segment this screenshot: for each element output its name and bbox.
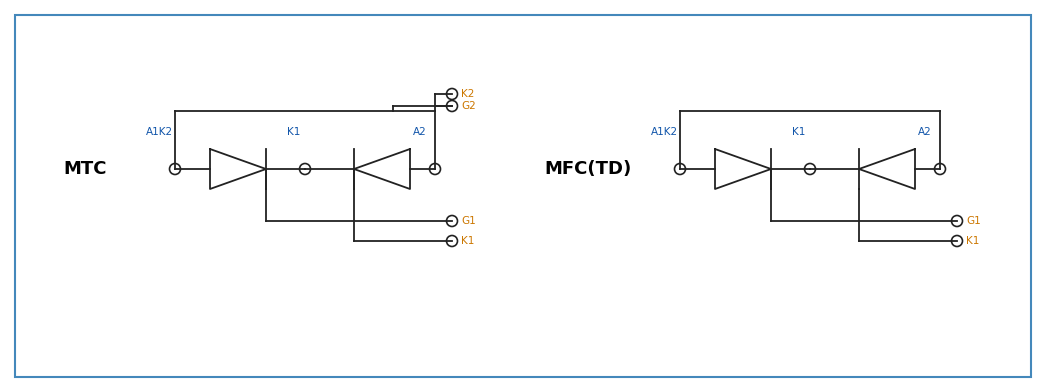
Text: MTC: MTC <box>63 160 107 178</box>
Text: K1: K1 <box>967 236 979 246</box>
Text: K2: K2 <box>461 89 475 99</box>
Text: K1: K1 <box>792 127 805 137</box>
Text: K1: K1 <box>461 236 475 246</box>
Text: A1K2: A1K2 <box>145 127 173 137</box>
Text: K1: K1 <box>287 127 300 137</box>
Text: MFC(TD): MFC(TD) <box>544 160 632 178</box>
Text: G1: G1 <box>461 216 476 226</box>
Text: A2: A2 <box>918 127 932 137</box>
Text: A2: A2 <box>413 127 427 137</box>
Text: G2: G2 <box>461 101 476 111</box>
Text: G1: G1 <box>967 216 981 226</box>
Text: A1K2: A1K2 <box>651 127 678 137</box>
